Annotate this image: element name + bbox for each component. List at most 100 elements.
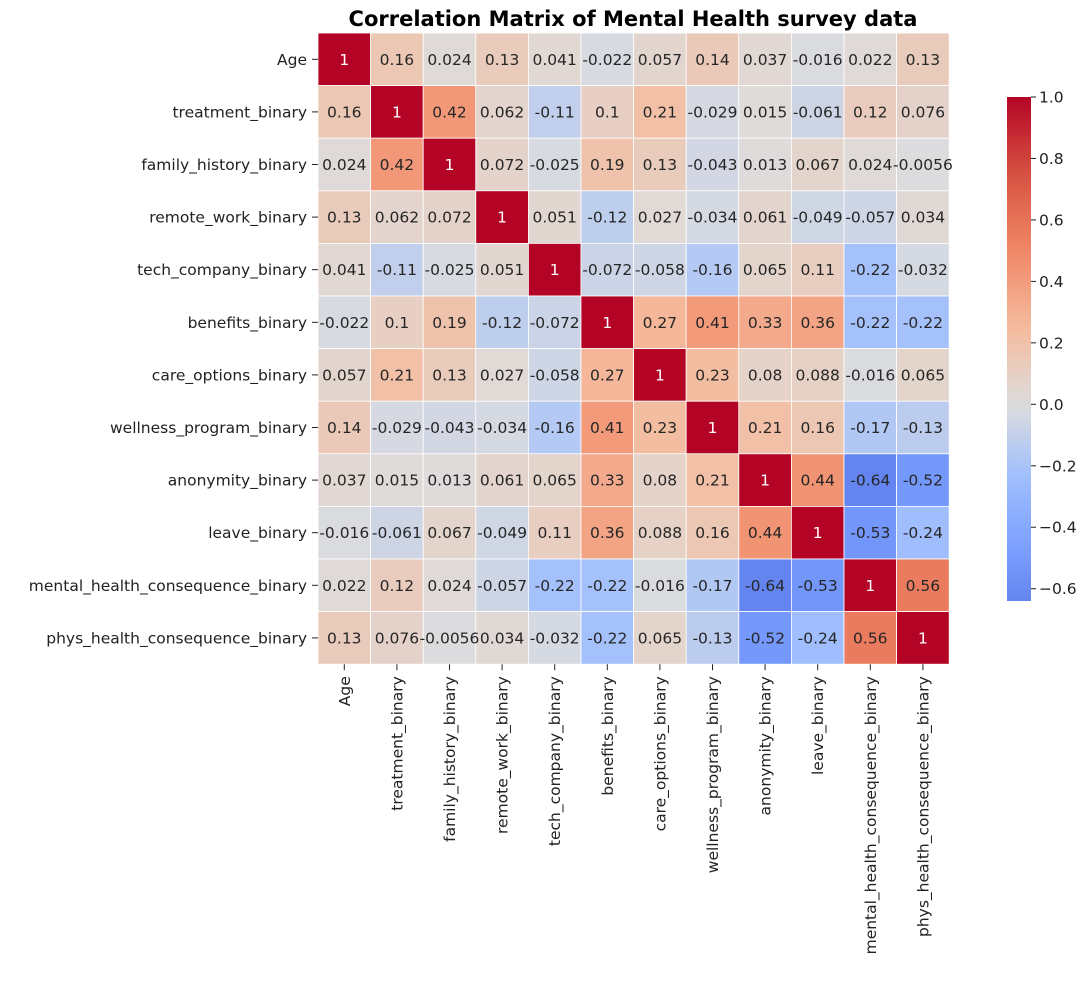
heatmap-cell-r0-c0 xyxy=(317,32,371,86)
cell-value-label-r5-c5: 1 xyxy=(602,314,612,332)
x-tick-label-treatment-binary: treatment_binary xyxy=(388,676,407,811)
cell-value-label-r2-c11: -0.0056 xyxy=(893,156,953,174)
heatmap-cells xyxy=(317,32,950,665)
cell-value-label-r9-c9: 1 xyxy=(813,524,823,542)
colorbar-tick-label-4: 0.2 xyxy=(1039,334,1064,352)
heatmap-cell-r10-c8 xyxy=(738,558,792,612)
heatmap-cell-r8-c1 xyxy=(370,453,424,507)
cell-value-label-r5-c0: -0.022 xyxy=(319,314,369,332)
cell-value-label-r8-c9: 0.44 xyxy=(800,472,835,490)
heatmap-cell-r9-c7 xyxy=(685,505,740,560)
heatmap-annotations: 1 0.16 0.024 0.13 0.041 -0.022 0.057 0.14 0.037-… xyxy=(319,51,952,648)
heatmap-cell-r1-c1 xyxy=(370,85,424,139)
cell-value-label-r6-c10: -0.016 xyxy=(845,366,895,384)
cell-value-label-r7-c8: 0.21 xyxy=(748,419,783,437)
cell-value-label-r6-c4: -0.058 xyxy=(530,366,580,384)
cell-value-label-r0-c11: 0.13 xyxy=(906,51,941,69)
y-tick-label-phys-health-consequence-binary: phys_health_consequence_binary xyxy=(46,629,307,648)
heatmap-cell-r0-c3 xyxy=(475,32,529,86)
cell-value-label-r5-c10: -0.22 xyxy=(850,314,890,332)
heatmap-cell-r10-c2 xyxy=(422,558,477,612)
heatmap-cell-r6-c4 xyxy=(528,348,582,402)
cell-value-label-r6-c1: 0.21 xyxy=(380,366,415,384)
cell-value-label-r1-c9: -0.061 xyxy=(793,103,843,121)
heatmap-cell-r4-c6 xyxy=(633,242,687,297)
y-tick-label-treatment-binary: treatment_binary xyxy=(172,103,307,122)
cell-value-label-r7-c9: 0.16 xyxy=(800,419,835,437)
cell-value-label-r0-c8: 0.037 xyxy=(743,51,787,69)
cell-value-label-r1-c8: 0.015 xyxy=(743,103,787,121)
heatmap-cell-r4-c0 xyxy=(317,242,371,297)
heatmap-cell-r11-c9 xyxy=(791,611,845,665)
heatmap-cell-r2-c3 xyxy=(475,137,529,192)
heatmap-cell-r10-c1 xyxy=(370,558,424,612)
cell-value-label-r1-c5: 0.1 xyxy=(595,103,620,121)
cell-value-label-r9-c8: 0.44 xyxy=(748,524,783,542)
heatmap-cell-r10-c9 xyxy=(791,558,845,612)
heatmap-cell-r6-c9 xyxy=(791,348,845,402)
cell-value-label-r11-c1: 0.076 xyxy=(375,629,419,647)
heatmap-cell-r11-c2 xyxy=(422,611,477,665)
y-tick-label-mental-health-consequence-binary: mental_health_consequence_binary xyxy=(29,577,307,596)
heatmap-cell-r11-c10 xyxy=(843,611,897,665)
heatmap-cell-r11-c4 xyxy=(528,611,582,665)
colorbar-tick-label-5: 0.0 xyxy=(1039,396,1064,414)
cell-value-label-r1-c10: 0.12 xyxy=(853,103,888,121)
cell-value-label-r1-c1: 1 xyxy=(392,103,402,121)
heatmap-cell-r4-c2 xyxy=(422,242,477,297)
heatmap-cell-r8-c11 xyxy=(896,453,950,507)
colorbar-tick-label-2: 0.6 xyxy=(1039,211,1064,229)
cell-value-label-r9-c5: 0.36 xyxy=(590,524,625,542)
cell-value-label-r7-c5: 0.41 xyxy=(590,419,625,437)
heatmap-cell-r8-c6 xyxy=(633,453,687,507)
cell-value-label-r1-c3: 0.062 xyxy=(480,103,524,121)
cell-value-label-r8-c10: -0.64 xyxy=(850,472,890,490)
cell-value-label-r11-c8: -0.52 xyxy=(745,629,785,647)
x-tick-label-wellness-program-binary: wellness_program_binary xyxy=(704,676,723,873)
heatmap-cell-r9-c3 xyxy=(475,505,529,560)
cell-value-label-r2-c3: 0.072 xyxy=(480,156,524,174)
heatmap-cell-r1-c9 xyxy=(791,85,845,139)
heatmap-cell-r5-c0 xyxy=(317,295,371,349)
cell-value-label-r9-c6: 0.088 xyxy=(638,524,682,542)
cell-value-label-r10-c6: -0.016 xyxy=(635,577,685,595)
heatmap-cell-r3-c1 xyxy=(370,190,424,244)
heatmap-cell-r7-c0 xyxy=(317,400,371,455)
heatmap-cell-r1-c6 xyxy=(633,85,687,139)
cell-value-label-r5-c6: 0.27 xyxy=(643,314,678,332)
cell-value-label-r4-c6: -0.058 xyxy=(635,261,685,279)
x-tick-label-age: Age xyxy=(336,676,354,706)
cell-value-label-r11-c10: 0.56 xyxy=(853,629,888,647)
colorbar-gradient-bar xyxy=(1007,97,1031,601)
heatmap-cell-r2-c11 xyxy=(896,137,950,192)
cell-value-label-r6-c2: 0.13 xyxy=(432,366,467,384)
heatmap-cell-r1-c11 xyxy=(896,85,950,139)
y-tick-label-anonymity-binary: anonymity_binary xyxy=(168,472,307,491)
cell-value-label-r4-c10: -0.22 xyxy=(850,261,890,279)
heatmap-cell-r4-c1 xyxy=(370,242,424,297)
heatmap-cell-r3-c11 xyxy=(896,190,950,244)
heatmap-cell-r7-c3 xyxy=(475,400,529,455)
cell-value-label-r11-c4: -0.032 xyxy=(530,629,580,647)
cell-value-label-r6-c8: 0.08 xyxy=(748,366,783,384)
heatmap-cell-r7-c10 xyxy=(843,400,897,455)
cell-value-label-r10-c8: -0.64 xyxy=(745,577,785,595)
heatmap-cell-r7-c11 xyxy=(896,400,950,455)
heatmap-cell-r9-c6 xyxy=(633,505,687,560)
colorbar-tick-label-7: −0.4 xyxy=(1039,519,1077,537)
heatmap-cell-r11-c5 xyxy=(580,611,634,665)
cell-value-label-r1-c7: -0.029 xyxy=(688,103,738,121)
cell-value-label-r5-c9: 0.36 xyxy=(800,314,835,332)
cell-value-label-r1-c11: 0.076 xyxy=(901,103,945,121)
cell-value-label-r7-c7: 1 xyxy=(708,419,718,437)
cell-value-label-r11-c7: -0.13 xyxy=(692,629,732,647)
cell-value-label-r10-c4: -0.22 xyxy=(535,577,575,595)
cell-value-label-r6-c6: 1 xyxy=(655,366,665,384)
y-axis-tick-labels: Age treatment_binary family_history_binary… xyxy=(29,51,318,648)
cell-value-label-r3-c3: 1 xyxy=(497,209,507,227)
colorbar-tick-label-8: −0.6 xyxy=(1039,580,1077,598)
cell-value-label-r7-c0: 0.14 xyxy=(327,419,362,437)
heatmap-cell-r5-c5 xyxy=(580,295,634,349)
heatmap-cell-r4-c4 xyxy=(528,242,582,297)
cell-value-label-r6-c0: 0.057 xyxy=(322,366,366,384)
